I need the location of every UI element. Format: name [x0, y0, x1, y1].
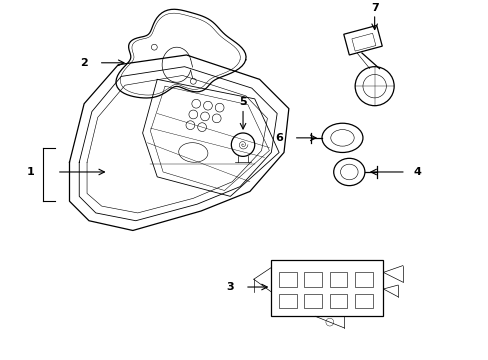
Bar — [354, 273, 372, 287]
Text: 4: 4 — [413, 167, 421, 177]
Text: 7: 7 — [370, 3, 378, 13]
Bar — [279, 294, 296, 309]
Bar — [304, 273, 322, 287]
Bar — [343, 26, 382, 55]
Bar — [329, 273, 346, 287]
Bar — [304, 294, 322, 309]
Text: 1: 1 — [26, 167, 34, 177]
Text: 2: 2 — [80, 58, 88, 68]
Bar — [279, 273, 296, 287]
Bar — [329, 294, 346, 309]
Bar — [354, 294, 372, 309]
Text: 5: 5 — [239, 97, 246, 107]
Bar — [271, 260, 383, 316]
Text: 3: 3 — [226, 282, 234, 292]
Bar — [351, 33, 375, 51]
Text: 6: 6 — [275, 133, 283, 143]
